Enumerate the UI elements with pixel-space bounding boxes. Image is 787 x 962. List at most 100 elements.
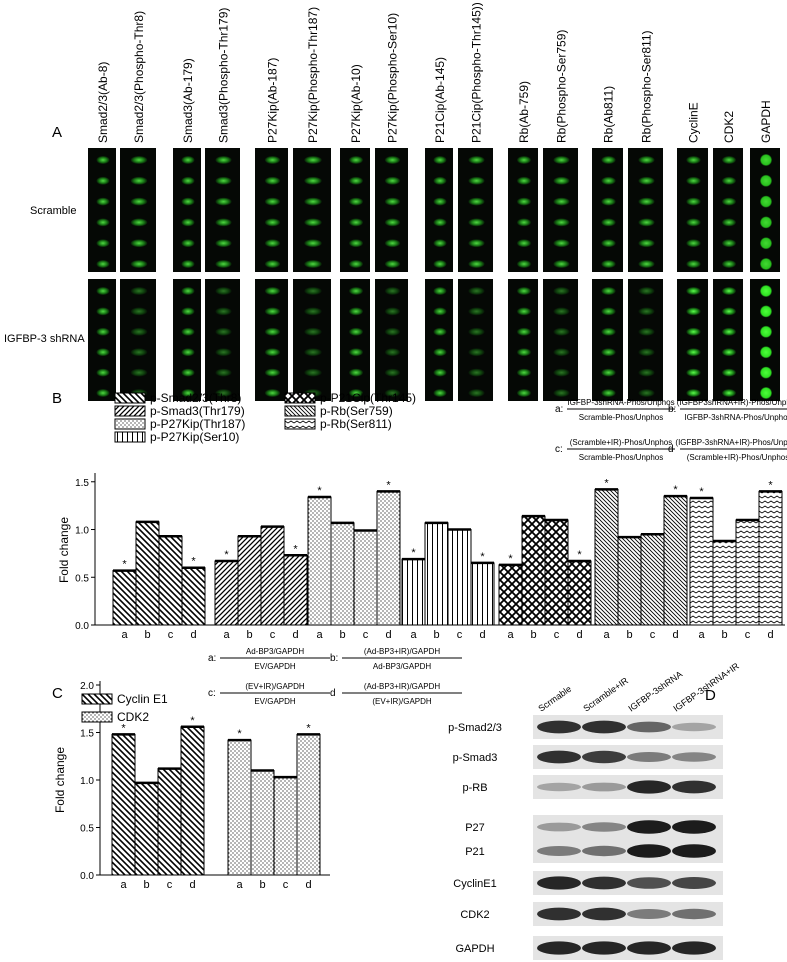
significance-star: * (190, 715, 195, 727)
array-strip (458, 148, 493, 272)
blot-band (672, 820, 716, 834)
significance-star: * (411, 547, 416, 559)
array-spot (516, 218, 532, 227)
row-label: Scramble (30, 205, 76, 217)
array-spot (553, 368, 570, 377)
bar (521, 515, 546, 626)
column-label: Smad2/3(Ab-8) (96, 62, 110, 143)
panel-label: A (52, 124, 62, 141)
column-label: CyclinE (687, 102, 701, 143)
array-spot (215, 176, 232, 185)
array-spot (721, 176, 737, 185)
blot-band (582, 941, 626, 955)
array-strip (543, 279, 578, 401)
array-spot (264, 287, 281, 295)
array-spot (468, 239, 485, 248)
legend-label: p-P21Cip(Thr145) (320, 391, 416, 405)
array-spot (516, 176, 532, 185)
blot-band (672, 844, 716, 858)
array-spot (304, 307, 322, 316)
blot-row-label: p-Smad2/3 (448, 722, 502, 734)
bar (617, 536, 642, 626)
legend-label: p-Rb(Ser811) (320, 417, 392, 431)
column-label: Smad3(Ab-179) (181, 58, 195, 143)
column-label: Smad3(Phospho-Thr179) (217, 8, 231, 143)
array-spot (516, 307, 532, 316)
array-spot (348, 260, 364, 268)
bar (712, 540, 737, 626)
array-spot (433, 368, 447, 377)
array-spot (433, 176, 447, 185)
array-strip (120, 279, 156, 401)
significance-star: * (317, 485, 322, 497)
column-label: P27Kip(Ab-10) (349, 64, 363, 143)
array-spot (96, 327, 110, 336)
x-tick-label: b (530, 629, 536, 641)
x-tick-label: d (479, 629, 485, 641)
array-spot (96, 348, 110, 357)
x-tick-label: a (603, 629, 610, 641)
array-spot (96, 307, 110, 316)
blot-band (537, 907, 581, 921)
array-spot (516, 239, 532, 248)
blot-row-label: CyclinE1 (453, 878, 496, 890)
significance-star: * (224, 549, 229, 561)
array-spot (215, 260, 232, 268)
bar (158, 535, 183, 626)
array-spot (433, 327, 447, 336)
legend-swatch (114, 392, 146, 404)
significance-star: * (386, 479, 391, 491)
array-spot (516, 197, 532, 206)
significance-star: * (577, 549, 582, 561)
significance-star: * (293, 543, 298, 555)
blot-band (582, 782, 626, 792)
x-tick-label: c (457, 629, 463, 641)
column-label: P21Cip(Phospho-Thr145)) (470, 2, 484, 143)
significance-star: * (768, 479, 773, 491)
array-spot (215, 156, 232, 164)
y-tick-label: 1.5 (80, 729, 94, 740)
array-spot (601, 260, 616, 268)
array-spot (384, 327, 401, 336)
array-spot (96, 287, 110, 295)
array-spot (553, 156, 570, 164)
bar (250, 770, 275, 876)
x-tick-label: a (120, 879, 127, 891)
array-spot (686, 176, 701, 185)
panel-label: C (52, 685, 63, 702)
significance-star: * (480, 551, 485, 563)
y-tick-label: 1.5 (75, 478, 89, 489)
ratio-numerator: (IGFBP3shRNA+IR)-Phos/Unphos (677, 398, 787, 407)
array-spot (264, 389, 281, 397)
ratio-numerator: (Ad-BP3+IR)/GAPDH (364, 682, 440, 691)
bar (227, 739, 252, 876)
array-spot (516, 348, 532, 357)
array-spot (553, 176, 570, 185)
array-spot (130, 287, 148, 295)
array-spot (384, 156, 401, 164)
array-strip (508, 279, 538, 401)
array-spot (601, 176, 616, 185)
array-spot (638, 287, 655, 295)
array-spot (601, 327, 616, 336)
array-spot (348, 348, 364, 357)
bar (447, 529, 472, 626)
x-tick-label: c (283, 879, 289, 891)
blot-band (537, 876, 581, 890)
array-spot (686, 287, 701, 295)
array-spot (348, 197, 364, 206)
array-spot (721, 239, 737, 248)
array-spot (130, 239, 148, 248)
x-tick-label: a (507, 629, 514, 641)
x-tick-label: b (626, 629, 632, 641)
array-spot (721, 260, 737, 268)
array-spot (264, 260, 281, 268)
blot-row-label: P21 (465, 846, 485, 858)
legend-label: CDK2 (117, 710, 149, 724)
array-spot (348, 218, 364, 227)
array-spot (304, 218, 322, 227)
array-spot (721, 307, 737, 316)
array-strip (293, 279, 331, 401)
array-spot (384, 218, 401, 227)
array-spot (686, 260, 701, 268)
